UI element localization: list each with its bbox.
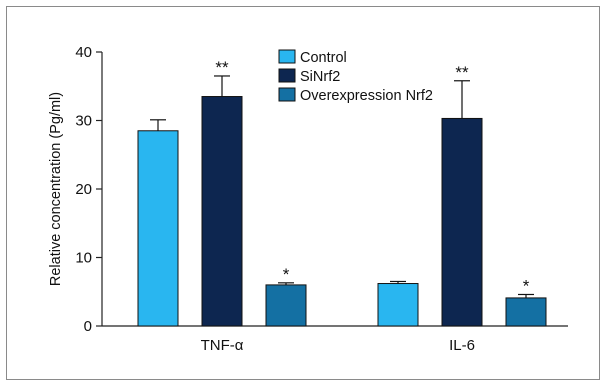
- bar-0-0: [137, 130, 179, 327]
- legend-label: Overexpression Nrf2: [300, 88, 433, 104]
- y-tick-label: 10: [75, 250, 92, 267]
- significance-marker: **: [455, 63, 469, 82]
- y-tick-label: 0: [84, 318, 92, 335]
- bar-0-1: [377, 283, 419, 327]
- significance-marker: **: [215, 58, 229, 77]
- y-tick-label: 30: [75, 113, 92, 130]
- legend-swatch: [278, 68, 296, 83]
- y-axis-label: Relative concentration (Pg/ml): [48, 92, 64, 286]
- significance-marker: *: [283, 265, 290, 284]
- legend-swatch: [278, 49, 296, 64]
- legend: Control SiNrf2 Overexpression Nrf2: [278, 49, 433, 104]
- legend-swatch: [278, 87, 296, 102]
- bars: ******: [137, 58, 547, 327]
- bar-1-0: [201, 96, 243, 327]
- category-label: TNF-α: [201, 337, 244, 354]
- bar-2-1: [505, 297, 547, 327]
- bar-2-0: [265, 284, 307, 327]
- legend-label: SiNrf2: [300, 69, 340, 85]
- y-tick-label: 20: [75, 181, 92, 198]
- legend-label: Control: [300, 50, 347, 66]
- y-ticks: 0 10 20 30 40: [75, 44, 102, 335]
- significance-marker: *: [523, 276, 530, 295]
- category-labels: TNF-α IL-6: [201, 337, 475, 354]
- category-label: IL-6: [449, 337, 475, 354]
- bar-1-1: [441, 117, 483, 327]
- y-tick-label: 40: [75, 44, 92, 61]
